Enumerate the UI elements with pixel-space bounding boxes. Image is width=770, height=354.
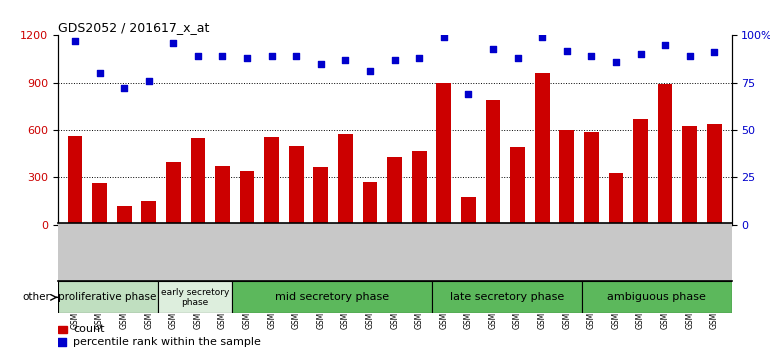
Point xyxy=(388,57,400,63)
Bar xyxy=(117,206,132,225)
Bar xyxy=(584,132,599,225)
Point xyxy=(511,55,524,61)
Bar xyxy=(658,84,672,225)
Text: percentile rank within the sample: percentile rank within the sample xyxy=(73,337,261,347)
Bar xyxy=(142,201,156,225)
Bar xyxy=(264,137,279,225)
Point xyxy=(413,55,425,61)
Bar xyxy=(363,182,377,225)
Text: early secretory
phase: early secretory phase xyxy=(161,288,229,307)
Bar xyxy=(608,173,623,225)
Bar xyxy=(239,171,254,225)
Bar xyxy=(313,167,328,225)
Point xyxy=(142,78,155,84)
Bar xyxy=(58,281,158,313)
Point xyxy=(487,46,499,51)
Text: GDS2052 / 201617_x_at: GDS2052 / 201617_x_at xyxy=(58,21,209,34)
Point xyxy=(659,42,671,48)
Bar xyxy=(158,281,233,313)
Bar xyxy=(511,148,525,225)
Bar xyxy=(682,126,697,225)
Point xyxy=(315,61,327,67)
Bar xyxy=(461,197,476,225)
Bar xyxy=(535,73,550,225)
Bar xyxy=(437,83,451,225)
Bar xyxy=(707,124,721,225)
Point xyxy=(536,34,548,40)
Point xyxy=(241,55,253,61)
Point xyxy=(610,59,622,65)
Text: count: count xyxy=(73,324,105,335)
Text: ambiguous phase: ambiguous phase xyxy=(608,292,706,302)
Bar xyxy=(215,166,230,225)
Point xyxy=(561,48,573,53)
Text: proliferative phase: proliferative phase xyxy=(59,292,157,302)
Bar xyxy=(233,281,432,313)
Bar xyxy=(58,326,68,333)
Bar xyxy=(92,183,107,225)
Point xyxy=(167,40,179,46)
Point xyxy=(192,53,204,59)
Text: mid secretory phase: mid secretory phase xyxy=(275,292,390,302)
Text: late secretory phase: late secretory phase xyxy=(450,292,564,302)
Bar xyxy=(412,150,427,225)
Point xyxy=(462,91,474,97)
Text: other: other xyxy=(22,292,50,302)
Point xyxy=(216,53,229,59)
Bar xyxy=(633,119,648,225)
Point xyxy=(437,34,450,40)
Point xyxy=(364,69,377,74)
Bar xyxy=(289,146,303,225)
Point xyxy=(266,53,278,59)
Point xyxy=(708,50,721,55)
Point xyxy=(585,53,598,59)
Bar xyxy=(582,281,732,313)
Point xyxy=(634,51,647,57)
Point xyxy=(69,38,81,44)
Bar xyxy=(387,157,402,225)
Point xyxy=(684,53,696,59)
Bar xyxy=(486,100,500,225)
Point xyxy=(290,53,303,59)
Bar xyxy=(190,138,206,225)
Point xyxy=(340,57,352,63)
Bar xyxy=(166,162,181,225)
Bar xyxy=(432,281,582,313)
Bar xyxy=(338,134,353,225)
Bar xyxy=(559,130,574,225)
Bar xyxy=(68,136,82,225)
Point xyxy=(56,339,69,345)
Point xyxy=(118,86,130,91)
Point xyxy=(93,70,105,76)
